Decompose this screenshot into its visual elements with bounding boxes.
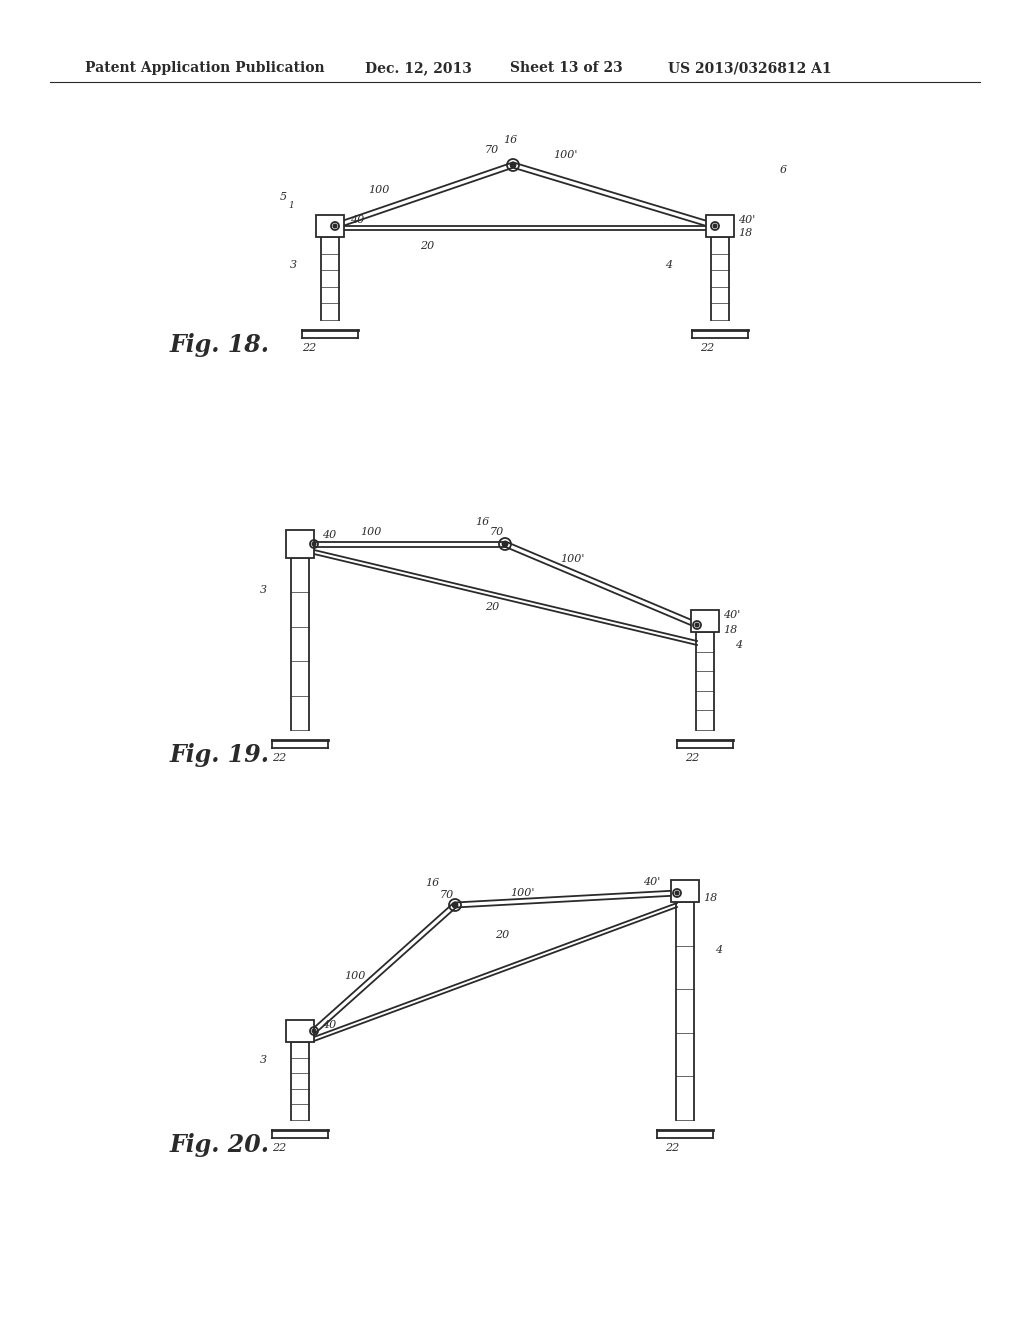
Text: 22: 22	[665, 1143, 679, 1152]
Text: 3: 3	[290, 260, 297, 271]
Text: 3: 3	[260, 585, 267, 595]
Text: Fig. 19.: Fig. 19.	[170, 743, 270, 767]
Circle shape	[713, 224, 717, 228]
Bar	[691, 610, 719, 632]
Text: 20: 20	[420, 242, 434, 251]
Text: 4: 4	[665, 260, 672, 271]
Circle shape	[695, 623, 698, 627]
Bar	[706, 215, 734, 238]
Text: 70: 70	[485, 145, 500, 154]
Text: 16: 16	[503, 135, 517, 145]
Text: 3: 3	[260, 1055, 267, 1065]
Circle shape	[510, 162, 516, 168]
Bar	[316, 215, 344, 238]
Text: Sheet 13 of 23: Sheet 13 of 23	[510, 61, 623, 75]
Text: 40: 40	[322, 531, 336, 540]
Circle shape	[675, 891, 679, 895]
Text: US 2013/0326812 A1: US 2013/0326812 A1	[668, 61, 831, 75]
Bar	[671, 880, 699, 902]
Bar	[286, 531, 314, 558]
Circle shape	[312, 1030, 315, 1032]
Text: 70: 70	[490, 527, 504, 537]
Text: 22: 22	[302, 343, 316, 352]
Text: Fig. 20.: Fig. 20.	[170, 1133, 270, 1158]
Text: 100': 100'	[510, 888, 535, 898]
Text: 100': 100'	[553, 150, 578, 160]
Text: 100: 100	[360, 527, 381, 537]
Text: 1: 1	[288, 201, 294, 210]
Text: 22: 22	[272, 752, 287, 763]
Text: 40: 40	[322, 1020, 336, 1030]
Text: 16: 16	[475, 517, 489, 527]
Text: 4: 4	[735, 640, 742, 649]
Text: 18: 18	[723, 624, 737, 635]
Text: 16: 16	[425, 878, 439, 888]
Text: 5: 5	[280, 191, 287, 202]
Text: 22: 22	[685, 752, 699, 763]
Text: 22: 22	[272, 1143, 287, 1152]
Text: 70: 70	[440, 890, 455, 900]
Text: 40': 40'	[723, 610, 740, 620]
Text: 4: 4	[715, 945, 722, 954]
Text: 20: 20	[495, 931, 509, 940]
Text: 100': 100'	[560, 554, 585, 564]
Text: 18: 18	[738, 228, 753, 238]
Text: 100: 100	[344, 972, 366, 981]
Circle shape	[503, 541, 508, 546]
Text: 20: 20	[485, 602, 500, 612]
Text: 40': 40'	[643, 876, 660, 887]
Text: 6: 6	[780, 165, 787, 176]
Text: 40': 40'	[738, 215, 756, 224]
Circle shape	[333, 224, 337, 228]
Text: Patent Application Publication: Patent Application Publication	[85, 61, 325, 75]
Circle shape	[312, 543, 315, 545]
Text: Dec. 12, 2013: Dec. 12, 2013	[365, 61, 472, 75]
Text: 100: 100	[368, 185, 389, 195]
Circle shape	[453, 903, 458, 908]
Text: 40: 40	[350, 215, 365, 224]
Text: 18: 18	[703, 894, 717, 903]
Text: Fig. 18.: Fig. 18.	[170, 333, 270, 356]
Bar	[286, 1020, 314, 1041]
Text: 22: 22	[700, 343, 715, 352]
